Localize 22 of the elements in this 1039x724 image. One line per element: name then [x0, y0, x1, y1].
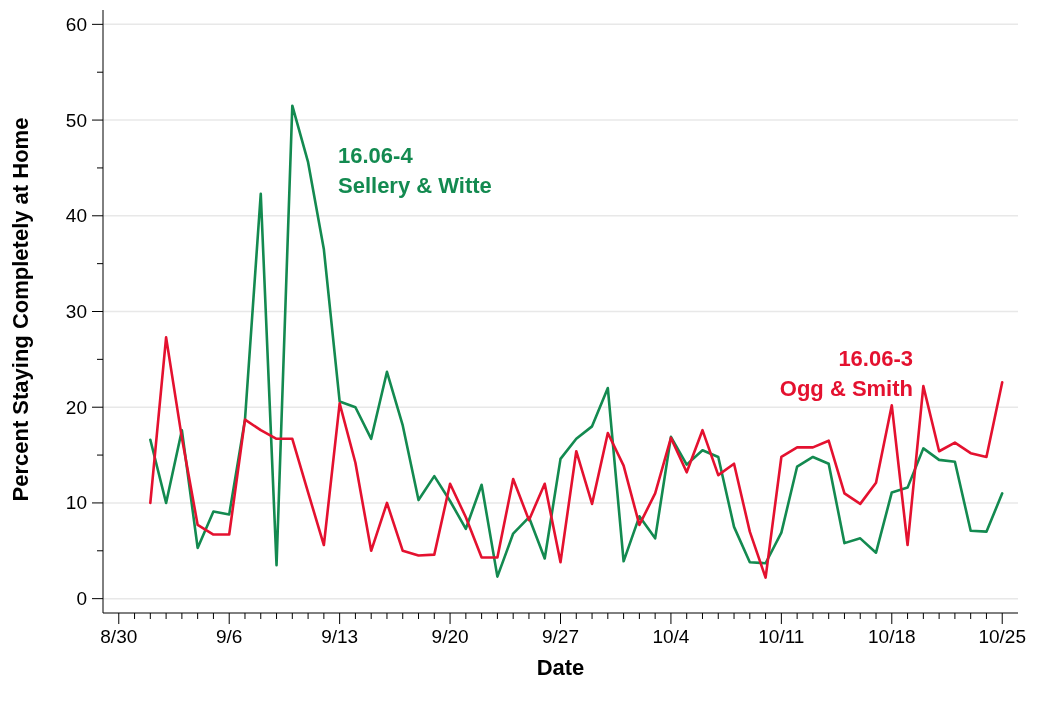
y-tick-label: 60 [65, 13, 87, 35]
line-series [149, 104, 1004, 578]
x-tick-label: 10/25 [978, 626, 1026, 647]
y-tick-label: 20 [65, 396, 87, 418]
series-label: 16.06-3 Ogg & Smith [779, 345, 913, 403]
series-label: 16.06-4 Sellery & Witte [338, 142, 492, 200]
x-axis-title: Date [536, 655, 585, 680]
y-tick-label: 40 [65, 205, 87, 227]
y-axis-title: Percent Staying Completely at Home [7, 117, 33, 502]
x-tick-label: 10/4 [652, 626, 690, 647]
x-tick-label: 10/11 [758, 626, 805, 647]
y-tick-label: 10 [65, 492, 87, 514]
x-tick-label: 9/13 [321, 626, 359, 647]
x-tick-label: 10/18 [868, 626, 916, 647]
y-tick-label: 0 [76, 588, 87, 610]
x-tick-label: 9/6 [216, 626, 243, 647]
line-series [149, 336, 1004, 579]
x-tick-label: 9/20 [431, 626, 469, 647]
x-tick-label: 8/30 [100, 626, 138, 647]
x-tick-label: 9/27 [542, 626, 579, 647]
y-tick-label: 50 [65, 109, 87, 131]
y-tick-label: 30 [65, 301, 87, 322]
